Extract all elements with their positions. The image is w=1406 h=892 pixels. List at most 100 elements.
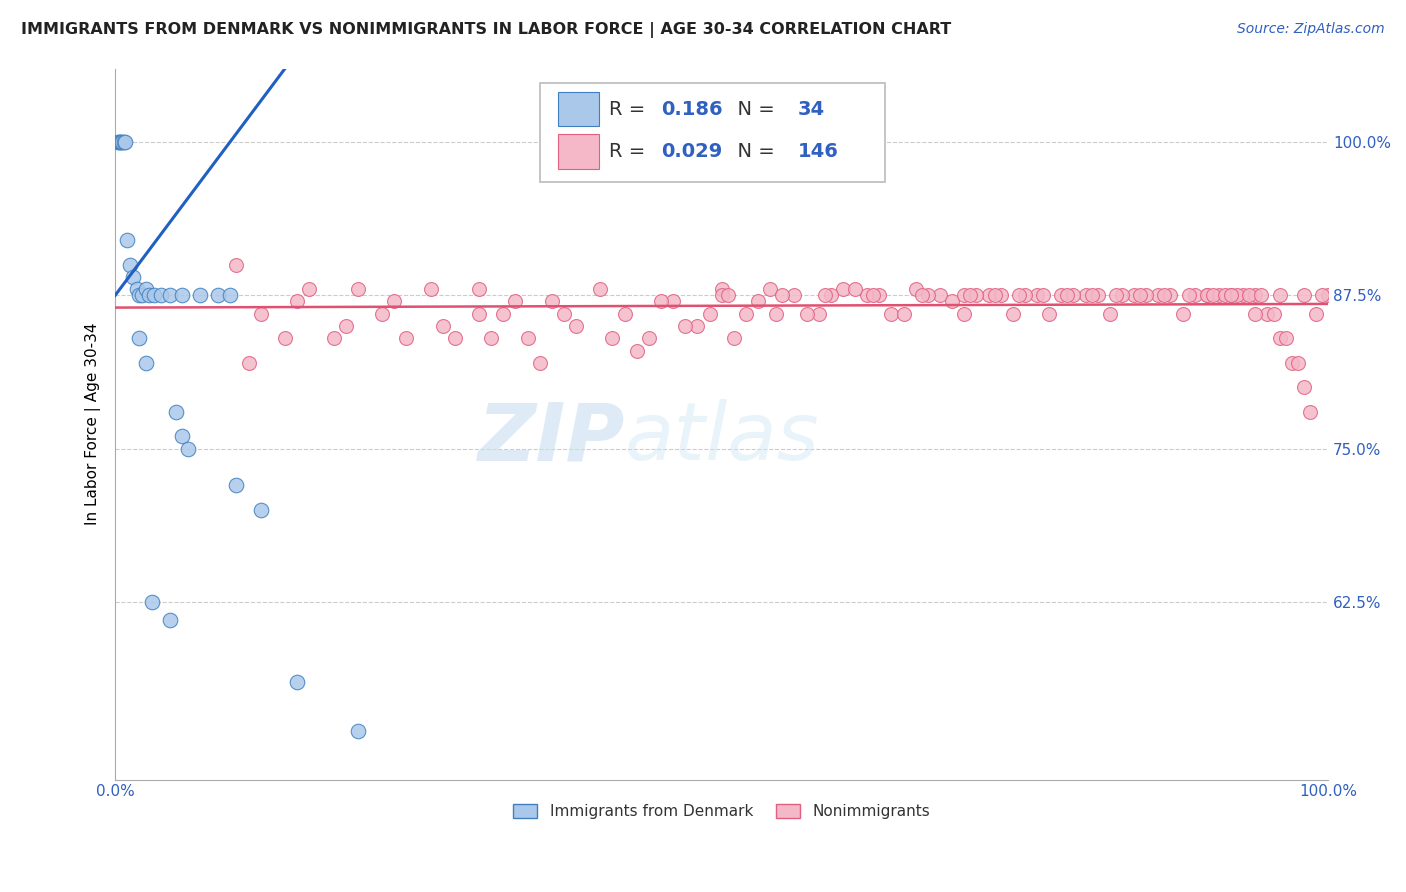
Point bbox=[953, 288, 976, 302]
Point bbox=[735, 307, 758, 321]
Point bbox=[170, 288, 193, 302]
Point bbox=[1050, 288, 1073, 302]
Point bbox=[1074, 288, 1097, 302]
Point bbox=[1038, 307, 1060, 321]
Point bbox=[432, 318, 454, 333]
Point bbox=[170, 429, 193, 443]
Point bbox=[1202, 288, 1225, 302]
Point bbox=[322, 331, 344, 345]
Point bbox=[1056, 288, 1078, 302]
Point bbox=[880, 307, 903, 321]
Text: 146: 146 bbox=[799, 142, 839, 161]
Point bbox=[1220, 288, 1243, 302]
Point bbox=[1014, 288, 1036, 302]
Point bbox=[529, 356, 551, 370]
Point bbox=[710, 282, 733, 296]
Point bbox=[188, 288, 211, 302]
Point bbox=[1208, 288, 1230, 302]
Text: 34: 34 bbox=[799, 100, 825, 119]
Point bbox=[1281, 356, 1303, 370]
Point bbox=[108, 135, 131, 149]
Text: Source: ZipAtlas.com: Source: ZipAtlas.com bbox=[1237, 22, 1385, 37]
Point bbox=[134, 282, 156, 296]
Point bbox=[965, 288, 987, 302]
Text: ZIP: ZIP bbox=[477, 400, 624, 477]
Point bbox=[159, 288, 181, 302]
Point bbox=[868, 288, 890, 302]
Point bbox=[953, 307, 976, 321]
Point bbox=[1256, 307, 1278, 321]
Point bbox=[747, 294, 769, 309]
Point bbox=[1250, 288, 1272, 302]
Point bbox=[516, 331, 538, 345]
Text: 0.029: 0.029 bbox=[661, 142, 723, 161]
Point bbox=[820, 288, 842, 302]
Point bbox=[395, 331, 418, 345]
Point bbox=[1184, 288, 1206, 302]
Point bbox=[468, 307, 491, 321]
Point bbox=[371, 307, 394, 321]
Point bbox=[122, 269, 145, 284]
Point bbox=[1159, 288, 1181, 302]
Point bbox=[249, 307, 271, 321]
Point bbox=[917, 288, 939, 302]
Text: atlas: atlas bbox=[624, 400, 820, 477]
Point bbox=[159, 613, 181, 627]
Point bbox=[1263, 307, 1285, 321]
Point bbox=[844, 282, 866, 296]
Point bbox=[814, 288, 837, 302]
Point bbox=[1105, 288, 1128, 302]
Point bbox=[613, 307, 636, 321]
Point bbox=[346, 723, 368, 738]
Point bbox=[1098, 307, 1121, 321]
Point bbox=[150, 288, 173, 302]
Text: R =: R = bbox=[609, 142, 651, 161]
Point bbox=[638, 331, 661, 345]
Point bbox=[249, 503, 271, 517]
Text: 0.186: 0.186 bbox=[661, 100, 723, 119]
Point bbox=[1177, 288, 1199, 302]
Point bbox=[1274, 331, 1296, 345]
Point bbox=[274, 331, 297, 345]
Point bbox=[443, 331, 465, 345]
Point bbox=[1129, 288, 1152, 302]
Point bbox=[134, 356, 156, 370]
Point bbox=[335, 318, 357, 333]
Point bbox=[1080, 288, 1102, 302]
Text: R =: R = bbox=[609, 100, 651, 119]
Point bbox=[1032, 288, 1054, 302]
Point bbox=[977, 288, 1000, 302]
Point bbox=[285, 294, 308, 309]
Point bbox=[650, 294, 672, 309]
Point bbox=[911, 288, 934, 302]
Point bbox=[468, 282, 491, 296]
Point bbox=[626, 343, 648, 358]
Point bbox=[1317, 288, 1340, 302]
Point bbox=[165, 405, 187, 419]
Point bbox=[1299, 405, 1322, 419]
Text: N =: N = bbox=[725, 100, 782, 119]
Point bbox=[114, 135, 136, 149]
Point bbox=[1239, 288, 1261, 302]
Point bbox=[225, 258, 247, 272]
Point bbox=[479, 331, 502, 345]
Point bbox=[298, 282, 321, 296]
Point bbox=[553, 307, 575, 321]
Point bbox=[1220, 288, 1243, 302]
Point bbox=[783, 288, 806, 302]
Point bbox=[765, 307, 787, 321]
Point bbox=[1195, 288, 1218, 302]
Point bbox=[1268, 331, 1291, 345]
Point bbox=[941, 294, 963, 309]
Point bbox=[893, 307, 915, 321]
Point bbox=[177, 442, 200, 456]
Point bbox=[1292, 380, 1315, 394]
Point bbox=[759, 282, 782, 296]
Point bbox=[723, 331, 745, 345]
Point bbox=[128, 288, 150, 302]
Point bbox=[1111, 288, 1133, 302]
Point bbox=[540, 294, 562, 309]
Point bbox=[107, 135, 129, 149]
Point bbox=[1310, 288, 1333, 302]
Y-axis label: In Labor Force | Age 30-34: In Labor Force | Age 30-34 bbox=[86, 323, 101, 525]
